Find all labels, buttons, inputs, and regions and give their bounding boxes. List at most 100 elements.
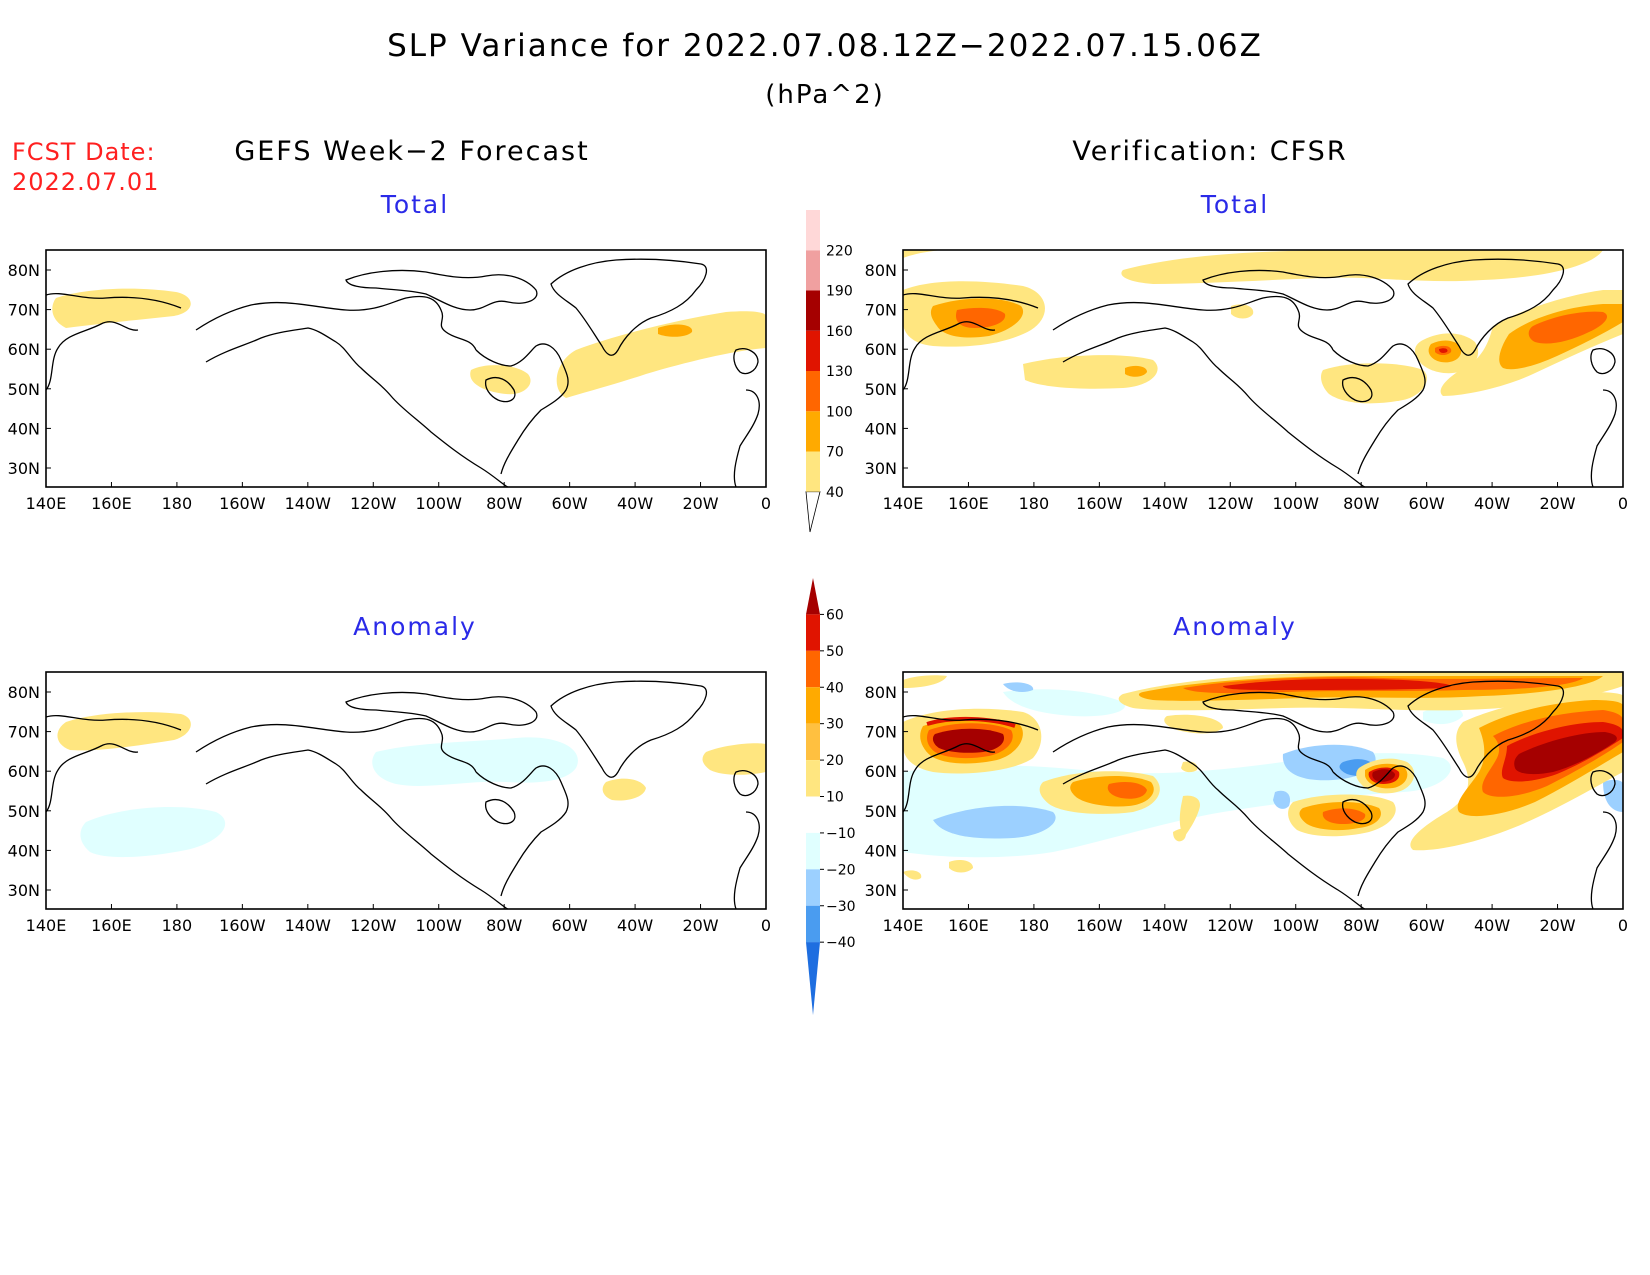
map-frame bbox=[902, 249, 1624, 488]
colorbar-level-label: 60 bbox=[826, 607, 844, 623]
map-panel-verification-anomaly bbox=[902, 671, 1624, 910]
colorbar-swatch bbox=[806, 330, 820, 371]
colorbar-swatch bbox=[806, 290, 820, 331]
colorbar-lower-extension bbox=[806, 942, 820, 1015]
lon-tick-label: 0 bbox=[761, 916, 771, 935]
map-frame bbox=[45, 249, 767, 488]
colorbar-level-label: 160 bbox=[826, 324, 853, 340]
lat-tick-label: 60N bbox=[8, 762, 40, 781]
lat-tick-label: 50N bbox=[865, 380, 897, 399]
lon-tick-label: 60W bbox=[1409, 916, 1445, 935]
lat-tick-label: 40N bbox=[8, 841, 40, 860]
lon-tick-label: 120W bbox=[1207, 916, 1254, 935]
lat-tick-label: 80N bbox=[8, 683, 40, 702]
lon-tick-label: 160E bbox=[91, 916, 132, 935]
lon-tick-label: 60W bbox=[1409, 494, 1445, 513]
lon-tick-label: 140W bbox=[1142, 494, 1189, 513]
colorbar-level-label: −10 bbox=[826, 826, 856, 842]
panel-title-forecast-total: Total bbox=[380, 190, 450, 219]
lon-tick-label: 140E bbox=[26, 494, 67, 513]
lon-tick-label: 100W bbox=[416, 916, 463, 935]
lon-tick-label: 140E bbox=[883, 494, 924, 513]
lon-tick-label: 160E bbox=[948, 916, 989, 935]
colorbar-swatch bbox=[806, 687, 820, 724]
lat-tick-label: 40N bbox=[865, 419, 897, 438]
lon-tick-label: 140W bbox=[285, 916, 332, 935]
colorbar-swatch bbox=[806, 411, 820, 452]
lon-tick-label: 140W bbox=[285, 494, 332, 513]
contour-fill-layer bbox=[903, 250, 1623, 404]
right-column-heading: Verification: CFSR bbox=[1072, 136, 1348, 167]
panel-title-verification-total: Total bbox=[1200, 190, 1270, 219]
lat-tick-label: 50N bbox=[8, 802, 40, 821]
colorbar-swatch bbox=[806, 250, 820, 291]
colorbar-level-label: 130 bbox=[826, 364, 853, 380]
contour-fill-layer bbox=[903, 672, 1623, 880]
lat-tick-label: 70N bbox=[865, 301, 897, 320]
lon-tick-label: 20W bbox=[682, 916, 718, 935]
coastline-layer bbox=[45, 258, 760, 488]
colorbar-swatch bbox=[806, 210, 820, 251]
lon-tick-label: 160E bbox=[91, 494, 132, 513]
colorbar-swatch bbox=[806, 760, 820, 797]
colorbar-level-label: 220 bbox=[826, 243, 853, 259]
lat-tick-label: 30N bbox=[8, 459, 40, 478]
colorbar-upper-extension bbox=[806, 578, 820, 615]
colorbar-total: 40 70 100 130 160 190 220 bbox=[805, 210, 853, 533]
lat-tick-label: 30N bbox=[865, 459, 897, 478]
lat-tick-label: 80N bbox=[8, 261, 40, 280]
colorbar-level-label: 50 bbox=[826, 644, 844, 660]
fcst-date-label: FCST Date: bbox=[12, 138, 156, 166]
lon-tick-label: 180 bbox=[1019, 916, 1050, 935]
coastline-layer bbox=[902, 258, 1617, 488]
lon-tick-label: 20W bbox=[682, 494, 718, 513]
lon-tick-label: 0 bbox=[761, 494, 771, 513]
lon-tick-label: 120W bbox=[350, 916, 397, 935]
lon-tick-label: 140W bbox=[1142, 916, 1189, 935]
coastline-layer bbox=[902, 680, 1617, 910]
map-panel-forecast-anomaly bbox=[45, 671, 767, 910]
map-frame bbox=[45, 671, 767, 910]
fcst-date-value: 2022.07.01 bbox=[12, 168, 160, 196]
colorbar-level-label: 30 bbox=[826, 717, 844, 733]
colorbar-swatch bbox=[806, 723, 820, 761]
colorbar-level-label: 70 bbox=[826, 445, 844, 461]
lat-tick-label: 50N bbox=[8, 380, 40, 399]
lon-tick-label: 80W bbox=[486, 494, 522, 513]
lon-tick-label: 40W bbox=[617, 916, 653, 935]
lon-tick-label: 0 bbox=[1618, 494, 1628, 513]
colorbar-level-label: 10 bbox=[826, 790, 844, 806]
colorbar-swatch bbox=[806, 371, 820, 412]
map-panel-verification-total bbox=[902, 249, 1624, 488]
colorbar-level-label: 40 bbox=[826, 680, 844, 696]
lat-tick-label: 80N bbox=[865, 261, 897, 280]
colorbar-level-label: −40 bbox=[826, 935, 856, 951]
lon-tick-label: 60W bbox=[552, 494, 588, 513]
lon-tick-label: 20W bbox=[1539, 916, 1575, 935]
lat-tick-label: 60N bbox=[8, 340, 40, 359]
map-panel-forecast-total bbox=[45, 249, 767, 488]
lon-tick-label: 120W bbox=[1207, 494, 1254, 513]
lon-tick-label: 140E bbox=[26, 916, 67, 935]
lon-tick-label: 80W bbox=[486, 916, 522, 935]
lon-tick-label: 160E bbox=[948, 494, 989, 513]
left-column-heading: GEFS Week−2 Forecast bbox=[234, 136, 590, 167]
colorbar-swatch bbox=[806, 451, 820, 492]
lon-tick-label: 0 bbox=[1618, 916, 1628, 935]
colorbar-level-label: 100 bbox=[826, 404, 853, 420]
colorbar-swatch bbox=[806, 832, 820, 870]
colorbar-swatch bbox=[806, 650, 820, 688]
colorbar-lower-extension bbox=[805, 491, 821, 533]
colorbar-level-label: 20 bbox=[826, 753, 844, 769]
lat-tick-label: 40N bbox=[8, 419, 40, 438]
lon-tick-label: 40W bbox=[1474, 916, 1510, 935]
lat-tick-label: 60N bbox=[865, 340, 897, 359]
lon-tick-label: 80W bbox=[1343, 916, 1379, 935]
lon-tick-label: 120W bbox=[350, 494, 397, 513]
lat-tick-label: 70N bbox=[8, 301, 40, 320]
colorbar-level-label: −30 bbox=[826, 899, 856, 915]
lon-tick-label: 40W bbox=[617, 494, 653, 513]
lat-tick-label: 30N bbox=[8, 881, 40, 900]
colorbar-swatch bbox=[806, 905, 820, 943]
